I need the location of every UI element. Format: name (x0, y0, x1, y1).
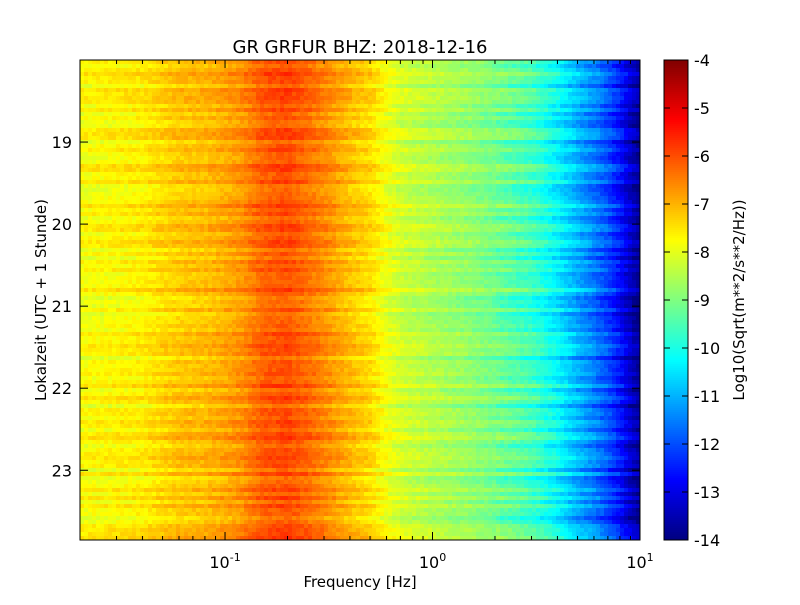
colorbar-tick-label: -5 (694, 99, 710, 118)
x-tick-label: 100 (419, 551, 446, 572)
y-tick-label: 22 (52, 379, 72, 398)
colorbar-tick-label: -7 (694, 195, 710, 214)
colorbar-tick-label: -6 (694, 147, 710, 166)
colorbar-tick-label: -12 (694, 435, 720, 454)
y-tick-label: 19 (52, 133, 72, 152)
spectrogram-heatmap (80, 60, 640, 540)
colorbar-tick-label: -11 (694, 387, 720, 406)
y-tick-label: 21 (52, 297, 72, 316)
x-tick-label: 101 (626, 551, 653, 572)
colorbar-tick-label: -8 (694, 243, 710, 262)
x-axis-label: Frequency [Hz] (303, 573, 416, 591)
colorbar-tick-label: -4 (694, 51, 710, 70)
colorbar-tick-label: -14 (694, 531, 720, 550)
colorbar-label: Log10(Sqrt(m**2/s**2/Hz)) (730, 199, 748, 400)
chart-title: GR GRFUR BHZ: 2018-12-16 (233, 37, 488, 58)
y-tick-label: 23 (52, 461, 72, 480)
colorbar-tick-label: -13 (694, 483, 720, 502)
colorbar-tick-label: -9 (694, 291, 710, 310)
y-axis-label: Lokalzeit (UTC + 1 Stunde) (32, 199, 50, 401)
y-tick-label: 20 (52, 215, 72, 234)
colorbar-tick-label: -10 (694, 339, 720, 358)
x-tick-label: 10-1 (209, 551, 240, 572)
